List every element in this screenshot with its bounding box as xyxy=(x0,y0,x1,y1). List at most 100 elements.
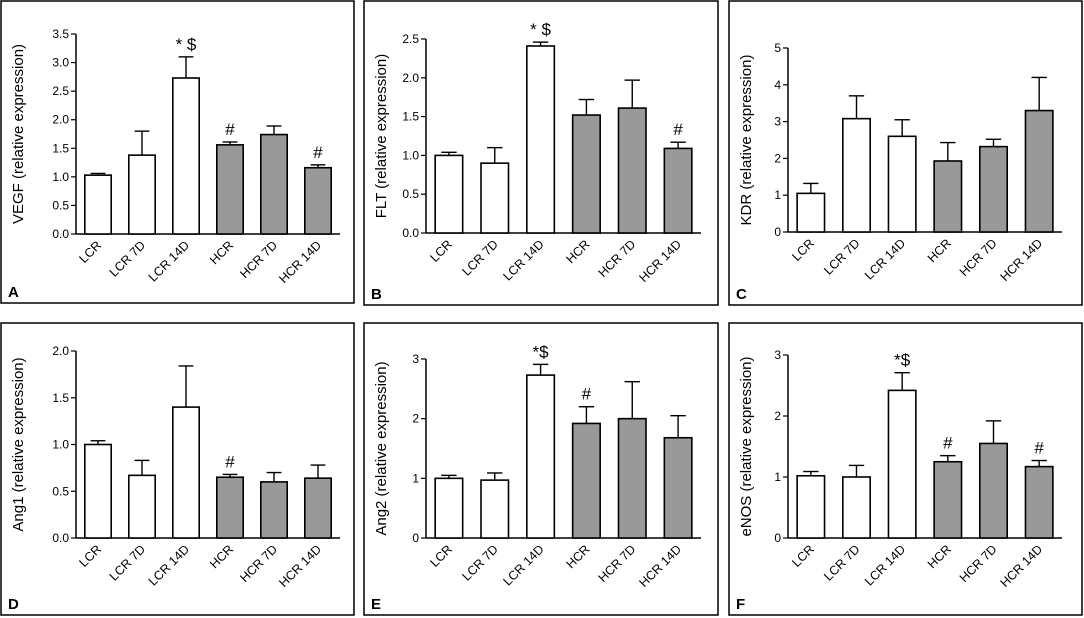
y-tick-label-d: 1.0 xyxy=(52,438,69,452)
significance-label-a-3: # xyxy=(225,120,235,139)
panel-d: D 0.0 0.5 1.0 1.5 2.0 Ang1 (relative expressio… xyxy=(0,322,355,616)
bar-c-1 xyxy=(841,117,871,233)
y-axis-title-d: Ang1 (relative expression) xyxy=(10,357,27,531)
y-tick-label-c: 2 xyxy=(774,151,781,165)
panel-b: B 0.0 0.5 1.0 1.5 2.0 2.5 FLT (relative express… xyxy=(363,0,719,306)
y-tick-label-c: 5 xyxy=(774,41,781,55)
y-axis-title-e: Ang2 (relative expression) xyxy=(373,361,390,535)
significance-label-b-2: * $ xyxy=(530,20,551,39)
y-tick-label-b: 1.0 xyxy=(402,148,419,162)
y-tick-label-e: 2 xyxy=(412,412,419,426)
panel-label-f: F xyxy=(736,596,745,613)
bar-d-5 xyxy=(303,477,332,539)
panel-label-a: A xyxy=(8,284,19,301)
bar-d-0 xyxy=(84,443,113,539)
bar-f-3 xyxy=(933,460,963,539)
y-tick-label-f: 0 xyxy=(774,531,781,545)
bar-d-4 xyxy=(259,481,288,539)
significance-label-e-3: # xyxy=(582,385,592,404)
bar-f-2 xyxy=(887,389,917,539)
y-tick-label-c: 1 xyxy=(774,188,781,202)
significance-label-f-2: *$ xyxy=(894,351,911,370)
significance-label-a-2: * $ xyxy=(176,35,197,54)
y-tick-label-d: 0.0 xyxy=(52,531,69,545)
y-tick-label-b: 1.5 xyxy=(402,110,419,124)
bar-c-3 xyxy=(933,160,963,233)
bar-group-f-3: #HCR xyxy=(925,434,963,571)
panel-label-b: B xyxy=(371,286,382,303)
y-axis-title-a: VEGF (relative expression) xyxy=(10,44,27,224)
bar-group-a-3: #HCR xyxy=(207,120,245,267)
bar-e-3 xyxy=(571,422,601,539)
y-tick-label-b: 2.0 xyxy=(402,71,419,85)
y-tick-label-f: 3 xyxy=(774,348,781,362)
y-tick-label-a: 1.0 xyxy=(52,170,69,184)
significance-label-a-5: # xyxy=(313,143,323,162)
y-tick-label-b: 0.5 xyxy=(402,187,419,201)
bar-a-1 xyxy=(128,154,157,235)
y-axis-title-b: FLT (relative expression) xyxy=(373,54,390,219)
bar-b-2 xyxy=(526,45,556,234)
bar-f-0 xyxy=(796,474,826,539)
bar-c-4 xyxy=(978,145,1008,233)
bar-a-5 xyxy=(303,166,332,235)
y-axis-title-c: KDR (relative expression) xyxy=(738,55,755,226)
bar-d-3 xyxy=(216,476,245,539)
y-tick-label-a: 3.0 xyxy=(52,56,69,70)
panel-a: A 0.0 0.5 1.0 1.5 2.0 2.5 3.0 3.5 VEGF (relative … xyxy=(0,0,355,304)
y-tick-label-c: 0 xyxy=(774,225,781,239)
bar-f-4 xyxy=(978,442,1008,539)
bar-a-4 xyxy=(259,133,288,235)
bar-b-3 xyxy=(571,114,601,234)
y-tick-label-b: 2.5 xyxy=(402,32,419,46)
bar-group-e-0: LCR xyxy=(427,474,464,570)
bar-a-2 xyxy=(172,77,201,235)
bar-e-4 xyxy=(617,417,647,539)
significance-label-f-5: # xyxy=(1034,439,1044,458)
bar-e-2 xyxy=(526,374,556,539)
y-tick-label-d: 1.5 xyxy=(52,391,69,405)
significance-label-b-5: # xyxy=(673,120,683,139)
bar-f-5 xyxy=(1024,465,1054,539)
bar-c-5 xyxy=(1024,109,1054,233)
y-tick-label-a: 3.5 xyxy=(52,27,69,41)
bar-e-0 xyxy=(434,477,464,539)
significance-label-d-3: # xyxy=(225,452,235,471)
y-tick-label-b: 0.0 xyxy=(402,226,419,240)
y-tick-label-d: 2.0 xyxy=(52,344,69,358)
significance-label-f-3: # xyxy=(943,434,953,453)
bar-f-1 xyxy=(841,476,871,539)
y-tick-label-d: 0.5 xyxy=(52,484,69,498)
bar-a-3 xyxy=(216,144,245,235)
y-tick-label-a: 0.0 xyxy=(52,227,69,241)
y-tick-label-e: 1 xyxy=(412,471,419,485)
bar-e-5 xyxy=(663,436,693,539)
y-axis-title-f: eNOS (relative expression) xyxy=(738,356,755,536)
y-tick-label-a: 1.5 xyxy=(52,141,69,155)
bar-d-1 xyxy=(128,474,157,539)
y-tick-label-a: 0.5 xyxy=(52,198,69,212)
y-tick-label-c: 4 xyxy=(774,78,781,92)
bar-b-4 xyxy=(617,107,647,234)
y-tick-label-f: 2 xyxy=(774,409,781,423)
bar-d-2 xyxy=(172,406,201,539)
panel-label-c: C xyxy=(736,286,747,303)
y-tick-label-a: 2.5 xyxy=(52,84,69,98)
bar-b-0 xyxy=(434,154,464,234)
panel-label-d: D xyxy=(8,596,19,613)
bar-c-0 xyxy=(796,192,826,233)
y-tick-label-a: 2.0 xyxy=(52,113,69,127)
y-tick-label-e: 3 xyxy=(412,352,419,366)
significance-label-e-2: *$ xyxy=(533,342,550,361)
bar-b-1 xyxy=(480,162,510,234)
bar-group-d-3: #HCR xyxy=(207,452,245,571)
bar-e-1 xyxy=(480,479,510,539)
bar-group-d-0: LCR xyxy=(77,440,113,570)
panel-label-e: E xyxy=(371,596,381,613)
y-tick-label-c: 3 xyxy=(774,115,781,129)
bar-c-2 xyxy=(887,135,917,233)
